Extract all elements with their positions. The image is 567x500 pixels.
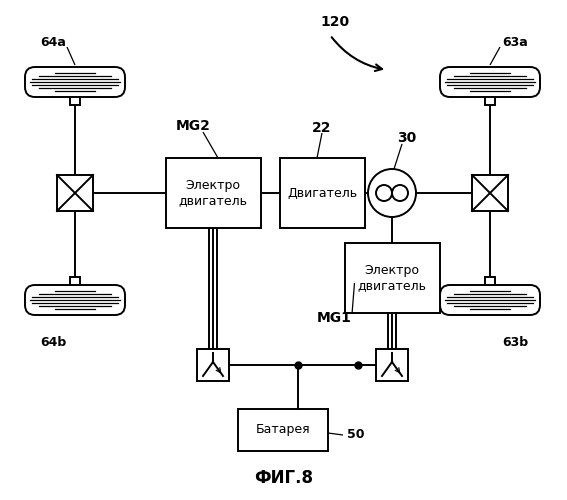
Text: 120: 120 <box>320 15 350 29</box>
Bar <box>472 175 508 211</box>
Bar <box>166 158 260 228</box>
FancyBboxPatch shape <box>440 67 540 97</box>
Bar <box>485 277 495 285</box>
Text: ФИГ.8: ФИГ.8 <box>254 469 313 487</box>
Text: 64a: 64a <box>40 36 66 49</box>
Text: MG2: MG2 <box>176 119 210 133</box>
Text: 63b: 63b <box>502 336 528 348</box>
Bar <box>376 349 408 381</box>
Circle shape <box>392 185 408 201</box>
Bar <box>238 409 328 451</box>
Text: Электро
двигатель: Электро двигатель <box>179 179 248 207</box>
Bar <box>280 158 365 228</box>
Bar <box>70 277 80 285</box>
Bar <box>70 97 80 105</box>
Text: Двигатель: Двигатель <box>287 186 357 200</box>
Bar <box>345 243 439 313</box>
Text: MG1: MG1 <box>316 311 352 325</box>
Text: Электро
двигатель: Электро двигатель <box>358 264 426 292</box>
Text: 64b: 64b <box>40 336 66 348</box>
Bar <box>485 97 495 105</box>
Bar <box>57 175 93 211</box>
FancyBboxPatch shape <box>25 285 125 315</box>
Bar <box>197 349 229 381</box>
Text: 30: 30 <box>397 131 417 145</box>
Circle shape <box>368 169 416 217</box>
FancyBboxPatch shape <box>440 285 540 315</box>
Text: 63a: 63a <box>502 36 528 49</box>
Text: Батарея: Батарея <box>256 424 310 436</box>
Circle shape <box>376 185 392 201</box>
Text: 22: 22 <box>312 121 332 135</box>
FancyBboxPatch shape <box>25 67 125 97</box>
Text: 50: 50 <box>347 428 365 442</box>
